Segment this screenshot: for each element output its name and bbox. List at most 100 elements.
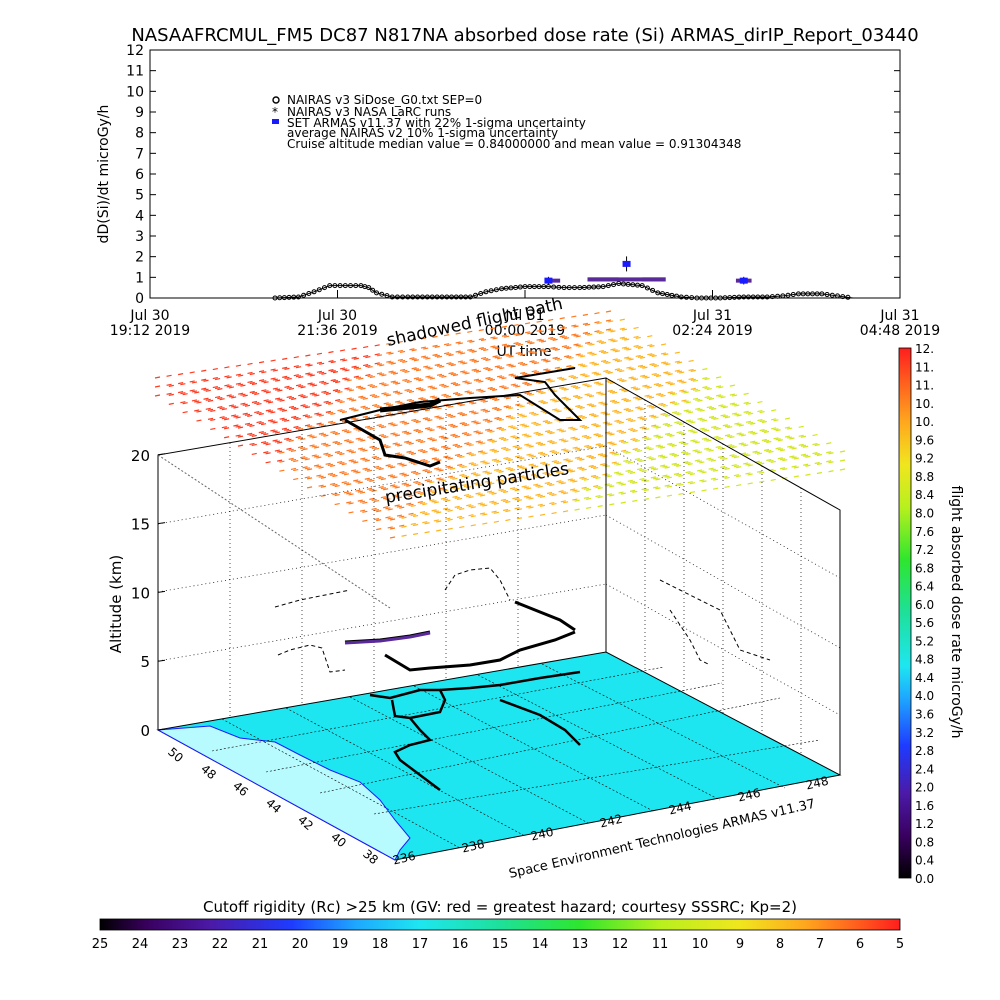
precip-dash bbox=[593, 484, 599, 488]
precip-dash bbox=[395, 400, 401, 403]
precip-dash bbox=[408, 442, 414, 445]
precip-dash bbox=[656, 374, 662, 378]
precip-dash bbox=[542, 420, 548, 423]
precip-dash bbox=[410, 452, 417, 455]
precip-dash bbox=[446, 362, 452, 365]
precip-dash bbox=[653, 373, 660, 377]
precip-dash bbox=[489, 482, 495, 485]
precip-dash bbox=[632, 499, 638, 502]
precip-dash bbox=[282, 375, 288, 378]
precip-dash bbox=[456, 506, 463, 510]
precip-dash bbox=[770, 460, 776, 464]
precip-dash bbox=[154, 385, 161, 388]
precip-dash bbox=[263, 433, 269, 436]
precip-dash bbox=[522, 363, 528, 366]
precip-dash bbox=[482, 418, 488, 421]
cutoff-rigidity-tick-label: 23 bbox=[172, 937, 189, 952]
precip-dash bbox=[637, 407, 643, 410]
precip-dash bbox=[582, 365, 588, 368]
precip-dash bbox=[704, 429, 710, 432]
precip-dash bbox=[205, 407, 211, 410]
precip-dash bbox=[475, 474, 481, 477]
precip-dash bbox=[609, 433, 615, 436]
precip-dash bbox=[327, 472, 334, 475]
precip-dash bbox=[562, 510, 569, 513]
precip-dash bbox=[655, 444, 661, 447]
precip-dash bbox=[496, 408, 502, 412]
precip-dash bbox=[341, 429, 348, 432]
precip-dash bbox=[178, 382, 184, 385]
precip-dash bbox=[265, 391, 271, 394]
nairas3-point bbox=[353, 283, 359, 289]
precip-dash bbox=[498, 418, 504, 422]
precip-dash bbox=[642, 384, 648, 387]
precip-dash bbox=[724, 476, 730, 480]
precip-dash bbox=[656, 383, 662, 387]
precip-dash bbox=[653, 434, 659, 437]
precip-dash bbox=[469, 358, 475, 361]
precip-dash bbox=[452, 486, 458, 489]
precip-dash bbox=[724, 434, 731, 437]
precip-dash bbox=[718, 386, 724, 389]
precip-dash bbox=[567, 478, 573, 481]
precip-dash bbox=[619, 318, 625, 321]
precip-dash bbox=[564, 346, 570, 349]
precip-dash bbox=[339, 410, 345, 413]
precip-dash bbox=[754, 451, 760, 454]
precip-dash bbox=[443, 334, 450, 337]
precip-dash bbox=[404, 379, 410, 383]
precip-dash bbox=[254, 392, 260, 396]
precip-dash bbox=[274, 431, 280, 434]
nairas3-point bbox=[655, 290, 661, 296]
precip-dash bbox=[371, 394, 378, 398]
precip-dash bbox=[468, 505, 474, 508]
precip-dash bbox=[549, 492, 555, 496]
precip-dash bbox=[445, 413, 452, 416]
precip-dash bbox=[736, 432, 742, 435]
precip-dash bbox=[782, 468, 788, 471]
precip-dash bbox=[373, 447, 380, 451]
precip-dash bbox=[706, 396, 712, 400]
precip-dash bbox=[487, 377, 493, 381]
precip-dash bbox=[316, 413, 322, 416]
precip-dash bbox=[450, 373, 456, 376]
precip-dash bbox=[683, 400, 689, 403]
precip-dash bbox=[501, 386, 507, 389]
precip-dash bbox=[364, 407, 371, 410]
cutoff-rigidity-tick-label: 25 bbox=[92, 937, 109, 952]
precip-dash bbox=[427, 367, 433, 370]
precip-dash bbox=[279, 408, 285, 411]
precip-dash bbox=[332, 431, 338, 435]
precip-dash bbox=[408, 494, 414, 497]
precip-dash bbox=[362, 510, 368, 513]
precip-dash bbox=[688, 377, 694, 381]
precip-dash bbox=[531, 352, 537, 355]
precip-dash bbox=[649, 363, 655, 366]
precip-dash bbox=[678, 423, 684, 426]
precip-dash bbox=[524, 322, 531, 325]
precip-dash bbox=[630, 386, 636, 389]
precip-dash bbox=[646, 447, 652, 450]
precip-dash bbox=[360, 396, 366, 399]
precip-dash bbox=[515, 333, 521, 337]
precip-dash bbox=[406, 432, 412, 435]
precip-dash bbox=[168, 384, 174, 387]
precip-dash bbox=[180, 392, 186, 395]
precip-dash bbox=[335, 381, 341, 384]
precip-dash bbox=[552, 338, 558, 341]
top-x-tick-date: Jul 31 bbox=[879, 308, 919, 324]
precip-dash bbox=[761, 420, 767, 424]
z-tick-mark bbox=[157, 728, 166, 731]
precip-dash bbox=[562, 501, 569, 504]
precip-dash bbox=[669, 434, 675, 437]
precip-dash bbox=[512, 488, 518, 491]
precip-dash bbox=[408, 408, 415, 412]
precip-dash bbox=[480, 442, 486, 445]
precip-dash bbox=[763, 448, 770, 452]
precip-dash bbox=[462, 380, 468, 383]
cutoff-rigidity-title: Cutoff rigidity (Rc) >25 km (GV: red = g… bbox=[203, 898, 797, 916]
precip-dash bbox=[535, 475, 541, 478]
precip-dash bbox=[467, 330, 473, 333]
precip-dash bbox=[717, 437, 724, 441]
precip-dash bbox=[376, 528, 382, 531]
